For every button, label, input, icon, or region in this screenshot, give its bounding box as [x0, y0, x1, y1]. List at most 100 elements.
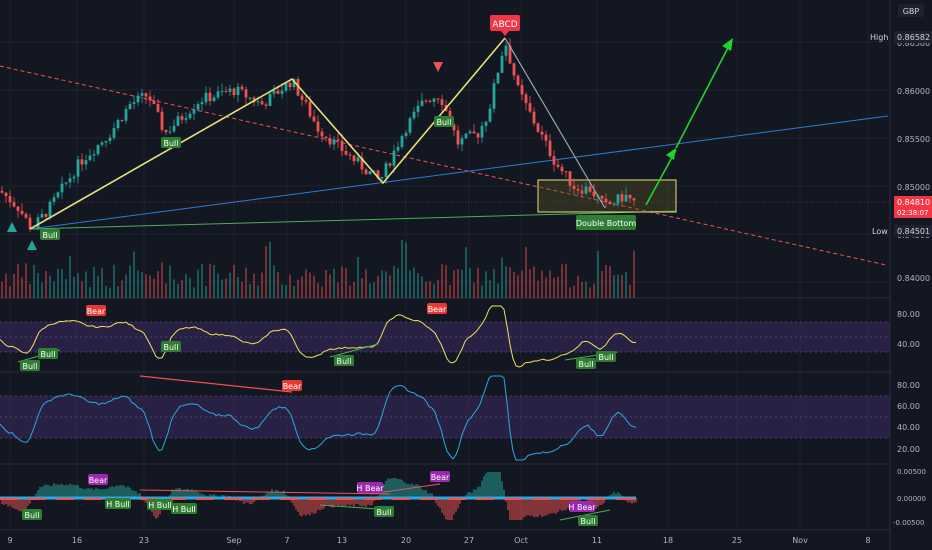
candle-body	[548, 140, 552, 157]
volume-bar	[433, 283, 435, 298]
bear-label[interactable]: Bear	[86, 305, 106, 316]
macd-bar	[249, 498, 251, 505]
volume-bar	[261, 272, 263, 298]
rsi2-line[interactable]	[0, 375, 637, 461]
macd-bar	[321, 498, 323, 510]
rsi1-line[interactable]	[0, 305, 637, 368]
candle-body	[404, 132, 408, 137]
bull-label[interactable]: Bull	[596, 351, 616, 362]
volume-bar	[357, 256, 359, 298]
price-axis[interactable]: GBP 0.86500 0.86000 0.85500 0.85000 0.84…	[891, 0, 932, 550]
volume-bar	[101, 268, 103, 298]
green-neckline[interactable]	[29, 210, 677, 230]
candle-body	[520, 85, 524, 95]
time-axis[interactable]: 9 16 23 Sep 7 13 20 27 Oct 11 18 25 Nov …	[7, 536, 870, 545]
volume-bar	[317, 282, 319, 298]
svg-text:Bull: Bull	[163, 343, 178, 352]
macd-bar	[489, 472, 491, 498]
bull-label[interactable]: Bull	[434, 116, 454, 127]
macd-bar	[393, 477, 395, 498]
volume-bar	[309, 272, 311, 298]
volume-bar	[553, 277, 555, 298]
abcd-pattern-yellow[interactable]	[29, 37, 506, 230]
candle-body	[316, 121, 320, 132]
abcd-label[interactable]: ABCD	[490, 15, 520, 36]
macd-bar	[335, 498, 337, 505]
macd-bar	[291, 498, 293, 503]
red-dashed-trendline[interactable]	[0, 65, 887, 266]
macd-bar	[491, 472, 493, 498]
bull-label[interactable]: Bull	[334, 355, 354, 366]
blue-trendline[interactable]	[29, 115, 889, 230]
abcd-pattern-leg[interactable]	[504, 37, 606, 209]
h-bear-label[interactable]: H Bear	[568, 501, 596, 512]
macd-bar	[363, 498, 365, 506]
volume-bar	[589, 287, 591, 298]
candle-body	[96, 144, 100, 155]
h-bull-label[interactable]: H Bull	[147, 499, 173, 510]
arrow-head-1	[666, 148, 676, 160]
svg-text:Bull: Bull	[598, 353, 613, 362]
svg-text:Bull: Bull	[376, 508, 391, 517]
volume-bar	[165, 283, 167, 298]
candle-body	[324, 136, 328, 139]
candle-body	[100, 142, 104, 145]
candle-body	[204, 92, 208, 103]
macd-bar	[429, 493, 431, 498]
svg-text:H Bear: H Bear	[356, 484, 384, 493]
projection-arrow-2[interactable]	[675, 41, 732, 149]
volume-bar	[349, 285, 351, 298]
candle-body	[236, 86, 240, 96]
bear-label[interactable]: Bear	[88, 474, 108, 485]
h-bull-label[interactable]: H Bull	[105, 498, 131, 509]
macd-bar	[385, 480, 387, 498]
macd-bar	[589, 498, 591, 504]
macd-bar	[545, 498, 547, 516]
macd-bar	[93, 490, 95, 498]
volume-bar	[157, 271, 159, 298]
bear-label[interactable]: Bear	[430, 471, 450, 482]
volume-bar	[545, 277, 547, 298]
candle-body	[60, 183, 64, 193]
candle-body	[440, 99, 444, 105]
macd-bar	[211, 494, 213, 498]
candle-body	[220, 91, 224, 93]
candle-body	[64, 182, 68, 184]
macd-bar	[435, 498, 437, 504]
bull-label[interactable]: Bull	[22, 509, 42, 520]
macd-bar	[351, 498, 353, 505]
bull-label[interactable]: Bull	[576, 358, 596, 369]
bull-label[interactable]: Bull	[38, 348, 58, 359]
candle-body	[56, 192, 60, 198]
volume-bar	[537, 280, 539, 298]
bear-label[interactable]: Bear	[282, 380, 302, 391]
macd-bar	[423, 490, 425, 498]
macd-bar	[575, 498, 577, 503]
candle-body	[380, 177, 384, 179]
h-bull-label[interactable]: H Bull	[171, 503, 197, 514]
macd-bar	[395, 478, 397, 498]
double-bottom-box[interactable]	[537, 179, 677, 213]
bull-label[interactable]: Bull	[161, 341, 181, 352]
macd-bar	[295, 498, 297, 510]
double-bottom-label[interactable]: Double Bottom	[576, 215, 636, 230]
bull-label[interactable]: Bull	[40, 229, 60, 240]
currency-badge[interactable]	[898, 4, 924, 17]
volume-bar	[517, 275, 519, 298]
bull-label[interactable]: Bull	[161, 137, 181, 148]
macd-bar	[483, 476, 485, 498]
bull-label[interactable]: Bull	[374, 506, 394, 517]
bear-label[interactable]: Bear	[427, 303, 447, 314]
projection-arrow-1[interactable]	[645, 149, 677, 206]
volume-bar	[217, 273, 219, 298]
bull-label[interactable]: Bull	[578, 515, 598, 526]
candle-body	[452, 124, 456, 131]
h-bear-label[interactable]: H Bear	[356, 482, 384, 493]
volume-bar	[389, 275, 391, 298]
bull-label[interactable]: Bull	[20, 360, 40, 371]
volume-bar	[489, 280, 491, 298]
volume-bar	[121, 280, 123, 298]
candle-body	[624, 194, 628, 202]
